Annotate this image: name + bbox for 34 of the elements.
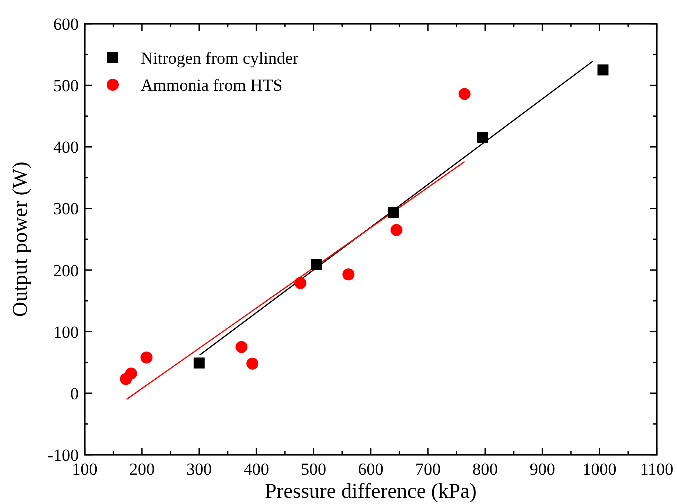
point — [390, 224, 403, 236]
x-tick-label: 600 — [358, 460, 384, 479]
x-tick-label: 1000 — [582, 460, 617, 479]
y-tick-label: 400 — [54, 138, 79, 158]
x-tick-label: 800 — [472, 460, 498, 479]
x-tick-label: 200 — [129, 460, 155, 479]
legend-label: Nitrogen from cylinder — [141, 49, 300, 68]
x-tick-label: 700 — [415, 460, 441, 479]
point — [236, 341, 248, 354]
x-tick-label: 1100 — [640, 460, 674, 479]
point — [388, 208, 400, 219]
point — [311, 259, 322, 270]
x-tick-label: 900 — [530, 460, 556, 479]
y-tick-label: 0 — [70, 384, 79, 404]
point — [598, 64, 609, 76]
point — [477, 132, 488, 144]
point — [294, 277, 307, 290]
x-tick-label: 400 — [244, 460, 270, 479]
y-tick-label: 100 — [54, 322, 79, 342]
legend-label: Ammonia from HTS — [141, 76, 283, 95]
point — [140, 352, 153, 364]
x-tick-label: 300 — [186, 460, 212, 479]
point — [194, 358, 205, 369]
y-tick-label: 300 — [54, 200, 79, 219]
point — [246, 358, 259, 370]
x-tick-label: 500 — [301, 460, 327, 479]
x-axis-title: Pressure difference (kPa) — [265, 479, 477, 503]
point — [342, 268, 355, 281]
y-tick-label: 200 — [54, 261, 79, 280]
point — [458, 88, 471, 100]
y-axis-title: Output power (W) — [8, 162, 32, 318]
point — [125, 368, 138, 380]
y-tick-label: 500 — [54, 76, 79, 96]
y-tick-label: 600 — [54, 15, 79, 34]
